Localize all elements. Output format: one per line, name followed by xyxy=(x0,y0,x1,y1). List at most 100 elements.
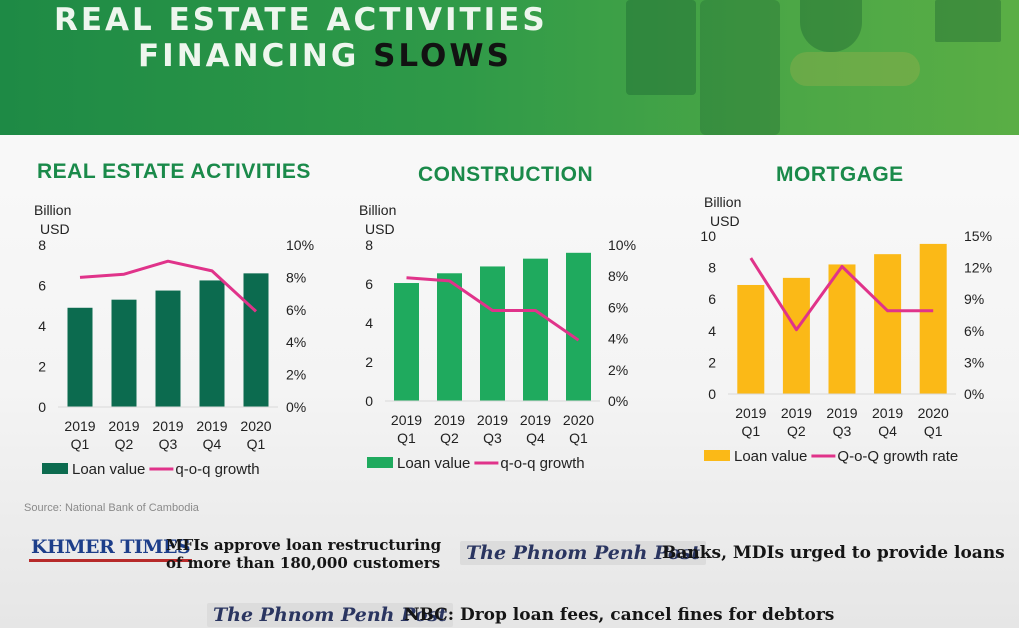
y2-tick-label: 12% xyxy=(964,260,992,276)
x-tick-label-year: 2019 xyxy=(108,418,139,434)
x-tick-label-quarter: Q1 xyxy=(924,423,943,439)
hand-decoration xyxy=(790,52,920,86)
bar-loan-value xyxy=(919,243,947,394)
x-tick-label-quarter: Q2 xyxy=(787,423,806,439)
y2-tick-label: 2% xyxy=(608,362,628,378)
bar-loan-value xyxy=(67,307,93,407)
headline-banks-mdis: Banks, MDIs urged to provide loans xyxy=(662,543,1005,563)
chart-title-mortgage: MORTGAGE xyxy=(776,163,904,186)
x-tick-label-year: 2019 xyxy=(520,412,551,428)
growth-line xyxy=(749,257,934,332)
khmer-times-logo: KHMER TIMES xyxy=(29,536,193,562)
y-tick-label: 0 xyxy=(708,386,716,402)
legend-label-loan-value: Loan value xyxy=(72,461,145,478)
x-tick-label-quarter: Q4 xyxy=(878,423,897,439)
x-tick-label-year: 2020 xyxy=(240,418,271,434)
y-axis-label-line-1: Billion xyxy=(359,202,396,218)
y2-tick-label: 10% xyxy=(608,237,636,253)
growth-line xyxy=(406,276,580,342)
x-tick-label-quarter: Q2 xyxy=(440,430,459,446)
y2-tick-label: 0% xyxy=(964,386,984,402)
y2-tick-label: 3% xyxy=(964,354,984,370)
x-tick-label-year: 2020 xyxy=(918,405,949,421)
headline-mfi-line-1: MFIs approve loan restructuring xyxy=(166,536,442,554)
y-tick-label: 2 xyxy=(38,359,46,375)
x-tick-label-year: 2019 xyxy=(735,405,766,421)
legend-label-growth: q-o-q growth xyxy=(500,455,584,472)
construction-chart: Billion USD 0 2 4 6 8 0% 2% 4% 6% 8% 10% 2019 Q1 2019 Q2… xyxy=(359,202,636,472)
x-tick-label-quarter: Q1 xyxy=(71,436,90,452)
bar-loan-value xyxy=(480,266,505,401)
money-bag-decoration xyxy=(800,0,862,52)
bar-loan-value xyxy=(199,280,225,407)
y-axis-label-line-1: Billion xyxy=(34,202,71,218)
y2-tick-label: 0% xyxy=(608,393,628,409)
legend-swatch-loan-value xyxy=(367,457,393,468)
y2-tick-label: 0% xyxy=(286,399,306,415)
y-tick-label: 6 xyxy=(708,291,716,307)
bank-pillar-decoration xyxy=(626,0,696,95)
y-axis-label-line-2: USD xyxy=(710,213,740,229)
y-tick-label: 2 xyxy=(708,354,716,370)
y2-tick-label: 6% xyxy=(286,302,306,318)
bar-loan-value xyxy=(828,264,856,394)
y-tick-label: 0 xyxy=(38,399,46,415)
x-tick-label-quarter: Q3 xyxy=(833,423,852,439)
banknote-decoration xyxy=(935,0,1001,42)
legend-label-loan-value: Loan value xyxy=(397,455,470,472)
growth-line xyxy=(79,259,258,313)
headline-mfi-line-2: of more than 180,000 customers xyxy=(166,554,441,572)
bar-loan-value xyxy=(737,284,765,394)
legend-swatch-loan-value xyxy=(704,450,730,461)
y2-tick-label: 2% xyxy=(286,367,306,383)
y-tick-label: 6 xyxy=(38,278,46,294)
y2-tick-label: 4% xyxy=(608,331,628,347)
y-tick-label: 10 xyxy=(700,228,716,244)
bar-loan-value xyxy=(243,273,269,407)
chart-title-construction: CONSTRUCTION xyxy=(418,163,594,186)
x-tick-label-year: 2019 xyxy=(196,418,227,434)
y-tick-label: 8 xyxy=(365,237,373,253)
y2-tick-label: 10% xyxy=(286,237,314,253)
y2-tick-label: 15% xyxy=(964,228,992,244)
y2-tick-label: 6% xyxy=(608,299,628,315)
legend-label-growth: q-o-q growth xyxy=(175,461,259,478)
y2-tick-label: 8% xyxy=(286,269,306,285)
x-tick-label-year: 2019 xyxy=(477,412,508,428)
headline-nbc-fees: NBC: Drop loan fees, cancel fines for de… xyxy=(404,605,835,625)
x-tick-label-year: 2019 xyxy=(152,418,183,434)
y-tick-label: 2 xyxy=(365,354,373,370)
x-tick-label-quarter: Q1 xyxy=(741,423,760,439)
y-tick-label: 8 xyxy=(708,260,716,276)
x-tick-label-year: 2019 xyxy=(434,412,465,428)
x-tick-label-year: 2019 xyxy=(872,405,903,421)
y-tick-label: 4 xyxy=(365,315,373,331)
y-tick-label: 8 xyxy=(38,237,46,253)
title-word-slows: SLOWS xyxy=(373,38,512,74)
real-estate-chart: Billion USD 0 2 4 6 8 0% 2% 4% 6% 8% 10% 2019 Q1 2019 Q2… xyxy=(34,202,314,478)
source-note: Source: National Bank of Cambodia xyxy=(24,502,199,514)
x-tick-label-quarter: Q4 xyxy=(526,430,545,446)
x-tick-label-year: 2019 xyxy=(64,418,95,434)
bar-loan-value xyxy=(437,273,462,401)
bar-loan-value xyxy=(155,290,181,407)
x-tick-label-year: 2020 xyxy=(563,412,594,428)
bar-loan-value xyxy=(566,252,591,401)
title-word-financing: FINANCING xyxy=(138,38,360,74)
title-line-2: FINANCING SLOWS xyxy=(138,38,512,74)
y-axis-label-line-2: USD xyxy=(40,221,70,237)
y-axis-label-line-1: Billion xyxy=(704,194,741,210)
bar-loan-value xyxy=(394,283,419,401)
chart-title-real-estate: REAL ESTATE ACTIVITIES xyxy=(37,160,311,183)
mortgage-chart: Billion USD 0 2 4 6 8 10 0% 3% 6% 9% 12% 15% 2019 Q1 201… xyxy=(700,194,992,465)
y-axis-label-line-2: USD xyxy=(365,221,395,237)
title-line-1: REAL ESTATE ACTIVITIES xyxy=(54,2,548,38)
phnom-penh-post-logo-2: The Phnom Penh Post xyxy=(207,603,453,627)
legend-label-growth: Q-o-Q growth rate xyxy=(837,448,958,465)
bar-loan-value xyxy=(523,258,548,401)
x-tick-label-year: 2019 xyxy=(781,405,812,421)
legend-swatch-loan-value xyxy=(42,463,68,474)
bar-loan-value xyxy=(111,299,137,407)
bar-loan-value xyxy=(782,277,810,394)
x-tick-label-quarter: Q4 xyxy=(203,436,222,452)
